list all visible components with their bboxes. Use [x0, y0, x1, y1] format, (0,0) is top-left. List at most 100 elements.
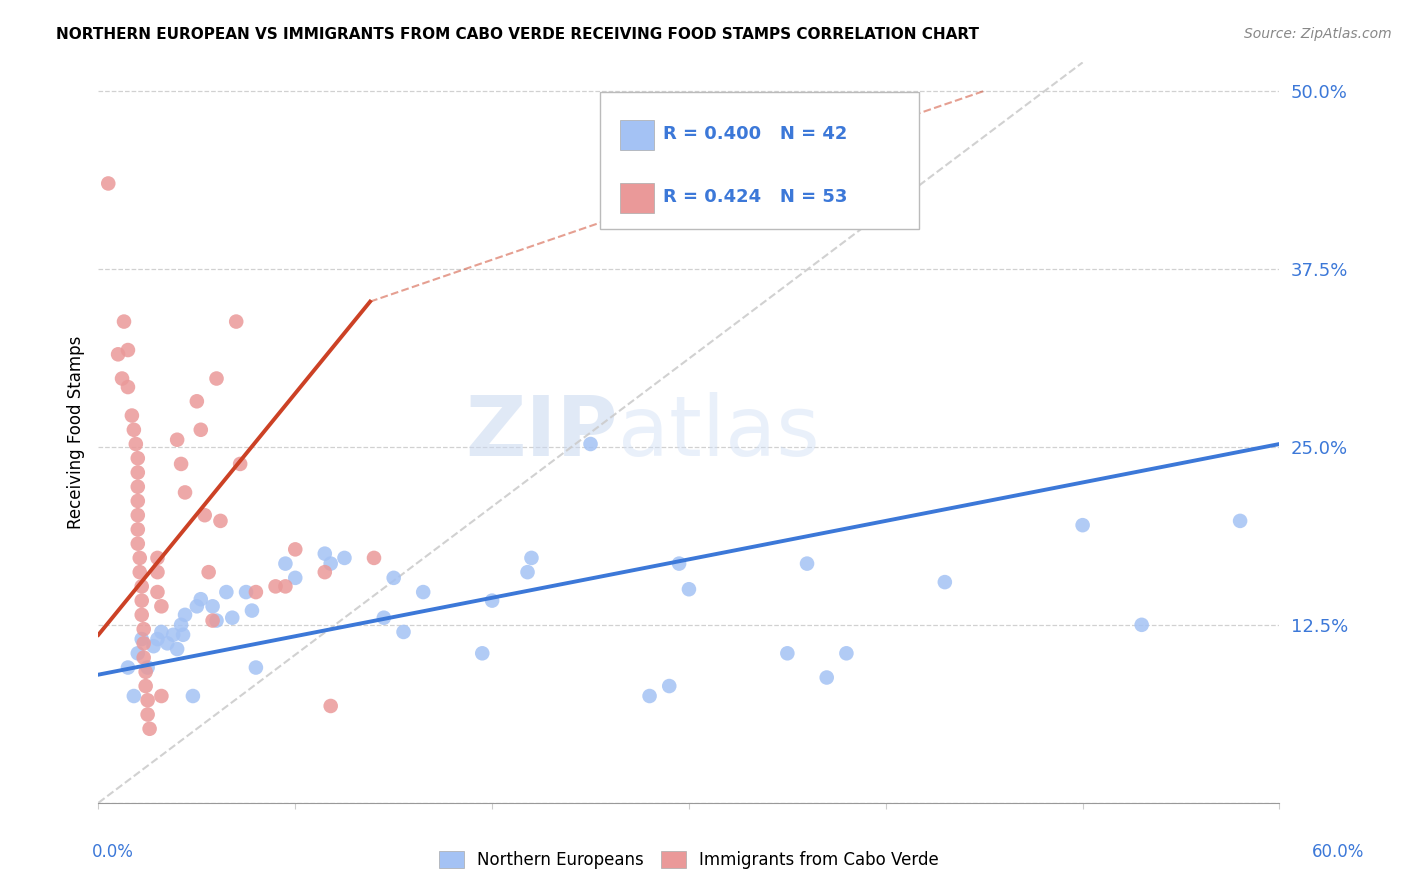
- Point: [172, 628, 194, 642]
- Y-axis label: Receiving Food Stamps: Receiving Food Stamps: [66, 336, 84, 529]
- Point: [245, 660, 267, 674]
- Point: [796, 557, 818, 571]
- Point: [132, 650, 155, 665]
- Point: [221, 610, 243, 624]
- Point: [205, 614, 228, 628]
- Point: [197, 565, 219, 579]
- Point: [229, 457, 252, 471]
- Point: [112, 314, 135, 328]
- Point: [150, 599, 173, 614]
- FancyBboxPatch shape: [620, 120, 654, 150]
- Point: [1229, 514, 1251, 528]
- Point: [668, 557, 690, 571]
- Point: [363, 550, 385, 565]
- Point: [142, 639, 165, 653]
- Point: [209, 514, 232, 528]
- Point: [1071, 518, 1094, 533]
- Point: [314, 547, 336, 561]
- Point: [516, 565, 538, 579]
- Point: [121, 409, 143, 423]
- Point: [201, 614, 224, 628]
- Point: [146, 632, 169, 646]
- Point: [146, 550, 169, 565]
- Point: [127, 536, 149, 550]
- Point: [131, 632, 153, 646]
- Point: [481, 593, 503, 607]
- Point: [240, 604, 263, 618]
- Point: [131, 607, 153, 622]
- Point: [174, 485, 197, 500]
- Point: [127, 451, 149, 466]
- Point: [412, 585, 434, 599]
- Point: [127, 523, 149, 537]
- Point: [128, 550, 150, 565]
- Text: atlas: atlas: [619, 392, 820, 473]
- Legend: Northern Europeans, Immigrants from Cabo Verde: Northern Europeans, Immigrants from Cabo…: [433, 845, 945, 876]
- Point: [186, 599, 208, 614]
- Point: [97, 177, 120, 191]
- Point: [146, 565, 169, 579]
- Point: [194, 508, 217, 523]
- Point: [166, 433, 188, 447]
- FancyBboxPatch shape: [620, 183, 654, 212]
- Point: [136, 693, 159, 707]
- Point: [934, 575, 956, 590]
- Point: [205, 371, 228, 385]
- Point: [190, 592, 212, 607]
- Point: [382, 571, 405, 585]
- Point: [150, 689, 173, 703]
- Point: [875, 184, 897, 198]
- Text: R = 0.400   N = 42: R = 0.400 N = 42: [664, 125, 848, 144]
- Point: [190, 423, 212, 437]
- Point: [776, 646, 799, 660]
- Point: [835, 646, 858, 660]
- Point: [215, 585, 238, 599]
- Point: [127, 508, 149, 523]
- Point: [274, 579, 297, 593]
- Point: [136, 707, 159, 722]
- Point: [245, 585, 267, 599]
- Point: [131, 593, 153, 607]
- Point: [658, 679, 681, 693]
- Point: [127, 466, 149, 480]
- Point: [146, 585, 169, 599]
- Point: [181, 689, 204, 703]
- Point: [579, 437, 602, 451]
- Point: [166, 642, 188, 657]
- Point: [117, 380, 139, 394]
- Point: [170, 457, 193, 471]
- Point: [225, 314, 247, 328]
- Point: [373, 610, 395, 624]
- Point: [131, 579, 153, 593]
- Text: NORTHERN EUROPEAN VS IMMIGRANTS FROM CABO VERDE RECEIVING FOOD STAMPS CORRELATIO: NORTHERN EUROPEAN VS IMMIGRANTS FROM CAB…: [56, 27, 979, 42]
- Point: [150, 624, 173, 639]
- Point: [201, 599, 224, 614]
- Point: [174, 607, 197, 622]
- Point: [132, 622, 155, 636]
- Point: [815, 671, 838, 685]
- Point: [170, 617, 193, 632]
- Point: [284, 571, 307, 585]
- Point: [678, 582, 700, 597]
- Text: 60.0%: 60.0%: [1312, 843, 1364, 861]
- Point: [1130, 617, 1153, 632]
- Point: [333, 550, 356, 565]
- Text: ZIP: ZIP: [465, 392, 619, 473]
- Point: [107, 347, 129, 361]
- Point: [319, 557, 342, 571]
- FancyBboxPatch shape: [600, 92, 920, 229]
- Point: [319, 698, 342, 713]
- Point: [471, 646, 494, 660]
- Point: [125, 437, 148, 451]
- Point: [122, 423, 145, 437]
- Text: Source: ZipAtlas.com: Source: ZipAtlas.com: [1244, 27, 1392, 41]
- Point: [274, 557, 297, 571]
- Point: [156, 636, 179, 650]
- Point: [122, 689, 145, 703]
- Point: [117, 660, 139, 674]
- Point: [520, 550, 543, 565]
- Point: [162, 628, 184, 642]
- Point: [235, 585, 257, 599]
- Text: 0.0%: 0.0%: [91, 843, 134, 861]
- Point: [127, 646, 149, 660]
